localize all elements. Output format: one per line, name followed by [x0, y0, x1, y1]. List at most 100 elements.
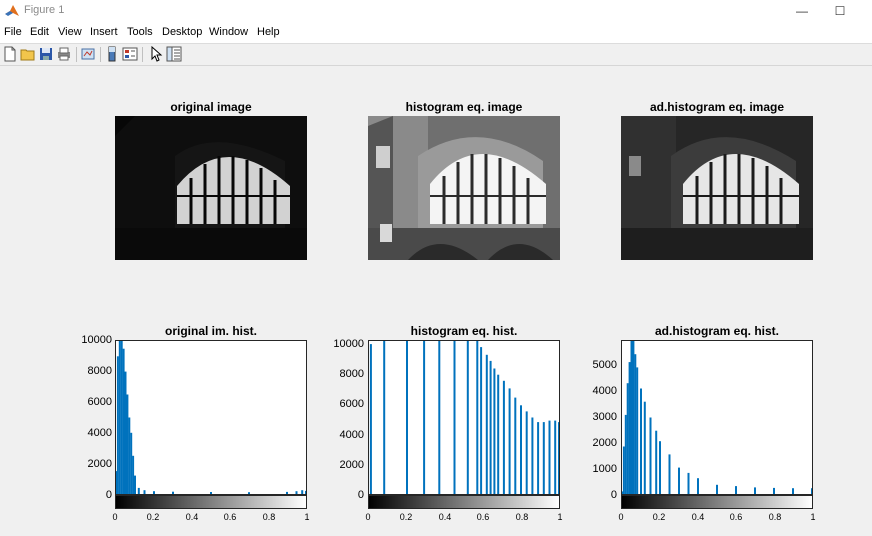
xtick-label: 1 [557, 512, 563, 522]
ytick-label: 0 [610, 489, 617, 501]
xtick-label: 0 [112, 512, 118, 522]
menu-tools[interactable]: Tools [127, 26, 153, 38]
histogram-bar [143, 490, 146, 494]
xtick-label: 0.4 [185, 512, 199, 522]
legend-icon[interactable] [122, 46, 138, 62]
ytick-label: 0 [357, 489, 364, 501]
histogram-bar [116, 356, 119, 494]
histogram-bar [480, 347, 483, 494]
histogram-bar [383, 341, 386, 494]
histogram-bar [792, 488, 794, 494]
histogram-bar [531, 417, 534, 494]
menu-help[interactable]: Help [257, 26, 280, 38]
ytick-label: 1000 [592, 463, 617, 475]
ytick-label: 8000 [339, 368, 364, 380]
menu-desktop[interactable]: Desktop [162, 26, 203, 38]
xtick-label: 0.2 [652, 512, 666, 522]
histogram-bar [624, 414, 627, 494]
property-inspector-icon[interactable] [166, 46, 182, 62]
histogram-bar [489, 360, 492, 494]
histogram-bar [118, 341, 121, 494]
menu-edit[interactable]: Edit [30, 26, 49, 38]
open-file-icon[interactable] [20, 46, 36, 62]
xtick-label: 0.8 [768, 512, 782, 522]
histogram-bar [134, 475, 136, 494]
original-image [115, 116, 307, 260]
histogram-bar [811, 488, 812, 494]
histogram-bar [628, 362, 631, 494]
toolbar [0, 44, 872, 66]
histogram-bar [668, 454, 671, 494]
link-plot-icon[interactable] [80, 46, 96, 62]
ytick-label: 10000 [333, 338, 364, 350]
print-icon[interactable] [56, 46, 72, 62]
window-title: Figure 1 [24, 4, 65, 16]
ytick-label: 4000 [592, 385, 617, 397]
histogram-bar [502, 380, 505, 494]
ytick-label: 2000 [592, 437, 617, 449]
hist-plot-adapthisteq [621, 340, 813, 495]
histogram-bar [128, 417, 131, 494]
histogram-bar [286, 491, 288, 494]
histogram-bar [554, 420, 557, 494]
histogram-bar [634, 354, 637, 494]
histogram-bar [520, 405, 522, 494]
histogram-bar [678, 467, 680, 494]
histogram-bar [542, 422, 545, 494]
hist-title-original: original im. hist. [164, 324, 257, 338]
matlab-logo-icon [5, 5, 19, 16]
histogram-bar [655, 430, 658, 494]
colorbar-icon[interactable] [104, 46, 120, 62]
xtick-label: 0.2 [399, 512, 413, 522]
histogram-bar [485, 354, 488, 494]
histogram-bar [508, 388, 511, 494]
image-title-histeq: histogram eq. image [405, 100, 523, 114]
menu-view[interactable]: View [58, 26, 82, 38]
xtick-label: 0.4 [691, 512, 705, 522]
histogram-bar [632, 341, 635, 494]
ytick-label: 8000 [87, 365, 112, 377]
histogram-bar [248, 492, 250, 494]
pointer-icon[interactable] [148, 46, 164, 62]
ytick-label: 4000 [87, 427, 112, 439]
new-figure-icon[interactable] [2, 46, 18, 62]
histogram-bar [636, 367, 639, 494]
histogram-bar [697, 478, 699, 494]
histogram-bar [369, 344, 372, 494]
histogram-bar [649, 417, 652, 494]
minimize-button[interactable]: — [796, 4, 808, 18]
image-title-adapthisteq: ad.histogram eq. image [649, 100, 785, 114]
ytick-label: 2000 [339, 459, 364, 471]
histogram-bar [525, 411, 528, 494]
histogram-bar [124, 371, 127, 494]
histogram-bar [453, 341, 456, 494]
hist-title-histeq: histogram eq. hist. [410, 324, 518, 338]
toolbar-separator [142, 47, 143, 62]
xtick-label: 0.8 [262, 512, 276, 522]
menu-window[interactable]: Window [209, 26, 249, 38]
menu-insert[interactable]: Insert [90, 26, 118, 38]
xtick-label: 0.8 [515, 512, 529, 522]
histogram-bar [497, 374, 500, 494]
histogram-bar [301, 490, 304, 494]
adapthisteq-image [621, 116, 813, 260]
histogram-bar [122, 348, 125, 494]
histogram-bar [735, 486, 737, 494]
hist-plot-original [115, 340, 307, 495]
histogram-bar [537, 422, 540, 494]
ytick-label: 5000 [592, 359, 617, 371]
menu-file[interactable]: File [4, 26, 22, 38]
histogram-bar [659, 441, 661, 494]
histogram-bar [438, 341, 441, 494]
histogram-bar [626, 383, 629, 494]
xtick-label: 1 [810, 512, 816, 522]
histogram-bar [130, 432, 133, 494]
histogram-bar [305, 490, 306, 494]
histogram-bar [773, 487, 775, 494]
maximize-button[interactable]: ☐ [834, 4, 846, 18]
histogram-bar [643, 401, 646, 494]
save-icon[interactable] [38, 46, 54, 62]
histogram-bar [476, 341, 479, 494]
xtick-label: 0.6 [729, 512, 743, 522]
hist-title-adapthisteq: ad.histogram eq. hist. [654, 324, 780, 338]
